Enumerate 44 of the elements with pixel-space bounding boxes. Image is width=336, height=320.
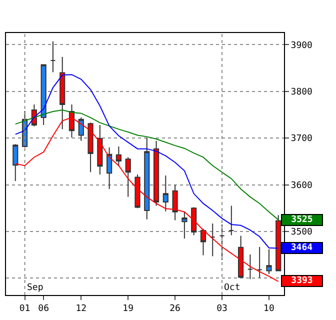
candlestick bbox=[182, 211, 188, 239]
x-tick-label: 06 bbox=[38, 304, 49, 314]
candlestick bbox=[276, 214, 282, 272]
data-label: 3525 bbox=[291, 215, 313, 225]
x-tick-label: 03 bbox=[216, 304, 228, 314]
candlestick bbox=[172, 184, 178, 221]
candlestick bbox=[50, 40, 56, 73]
candlestick bbox=[88, 122, 94, 173]
candlestick bbox=[153, 140, 160, 206]
candlestick bbox=[238, 235, 244, 278]
candlestick bbox=[162, 174, 168, 212]
y-tick-label: 3900 bbox=[290, 40, 312, 51]
candlestick bbox=[191, 206, 197, 236]
x-tick-label: 01 bbox=[19, 304, 30, 314]
y-tick-label: 3600 bbox=[290, 180, 312, 191]
candlestick bbox=[106, 146, 112, 190]
candlestick bbox=[228, 205, 234, 236]
ref-line-label: Sep bbox=[27, 283, 44, 293]
x-tick-label: 26 bbox=[170, 304, 180, 314]
y-tick-label: 3700 bbox=[290, 134, 312, 144]
candlestick bbox=[247, 254, 253, 280]
data-label: 3393 bbox=[291, 276, 313, 286]
y-tick-label: 3500 bbox=[290, 228, 312, 238]
line-series bbox=[14, 110, 279, 220]
candlestick bbox=[78, 117, 84, 142]
line-series bbox=[14, 74, 279, 249]
candlestick bbox=[116, 146, 122, 167]
candlestick bbox=[266, 248, 272, 274]
candlestick bbox=[144, 137, 150, 220]
x-tick-label: 12 bbox=[76, 304, 87, 314]
candlestick bbox=[134, 174, 140, 209]
x-tick-label: 19 bbox=[122, 304, 134, 314]
candlestick bbox=[210, 223, 216, 257]
candlestick bbox=[256, 246, 262, 278]
candlestick bbox=[97, 124, 103, 176]
candlestick bbox=[40, 64, 46, 126]
candlestick bbox=[125, 156, 131, 198]
data-label: 3464 bbox=[290, 243, 314, 253]
candlestick bbox=[200, 228, 206, 256]
ref-line-label: Oct bbox=[224, 283, 240, 293]
y-tick-label: 3800 bbox=[290, 88, 312, 98]
candlestick bbox=[219, 224, 225, 260]
candlestick bbox=[12, 144, 18, 182]
x-tick-label: 10 bbox=[264, 304, 274, 314]
